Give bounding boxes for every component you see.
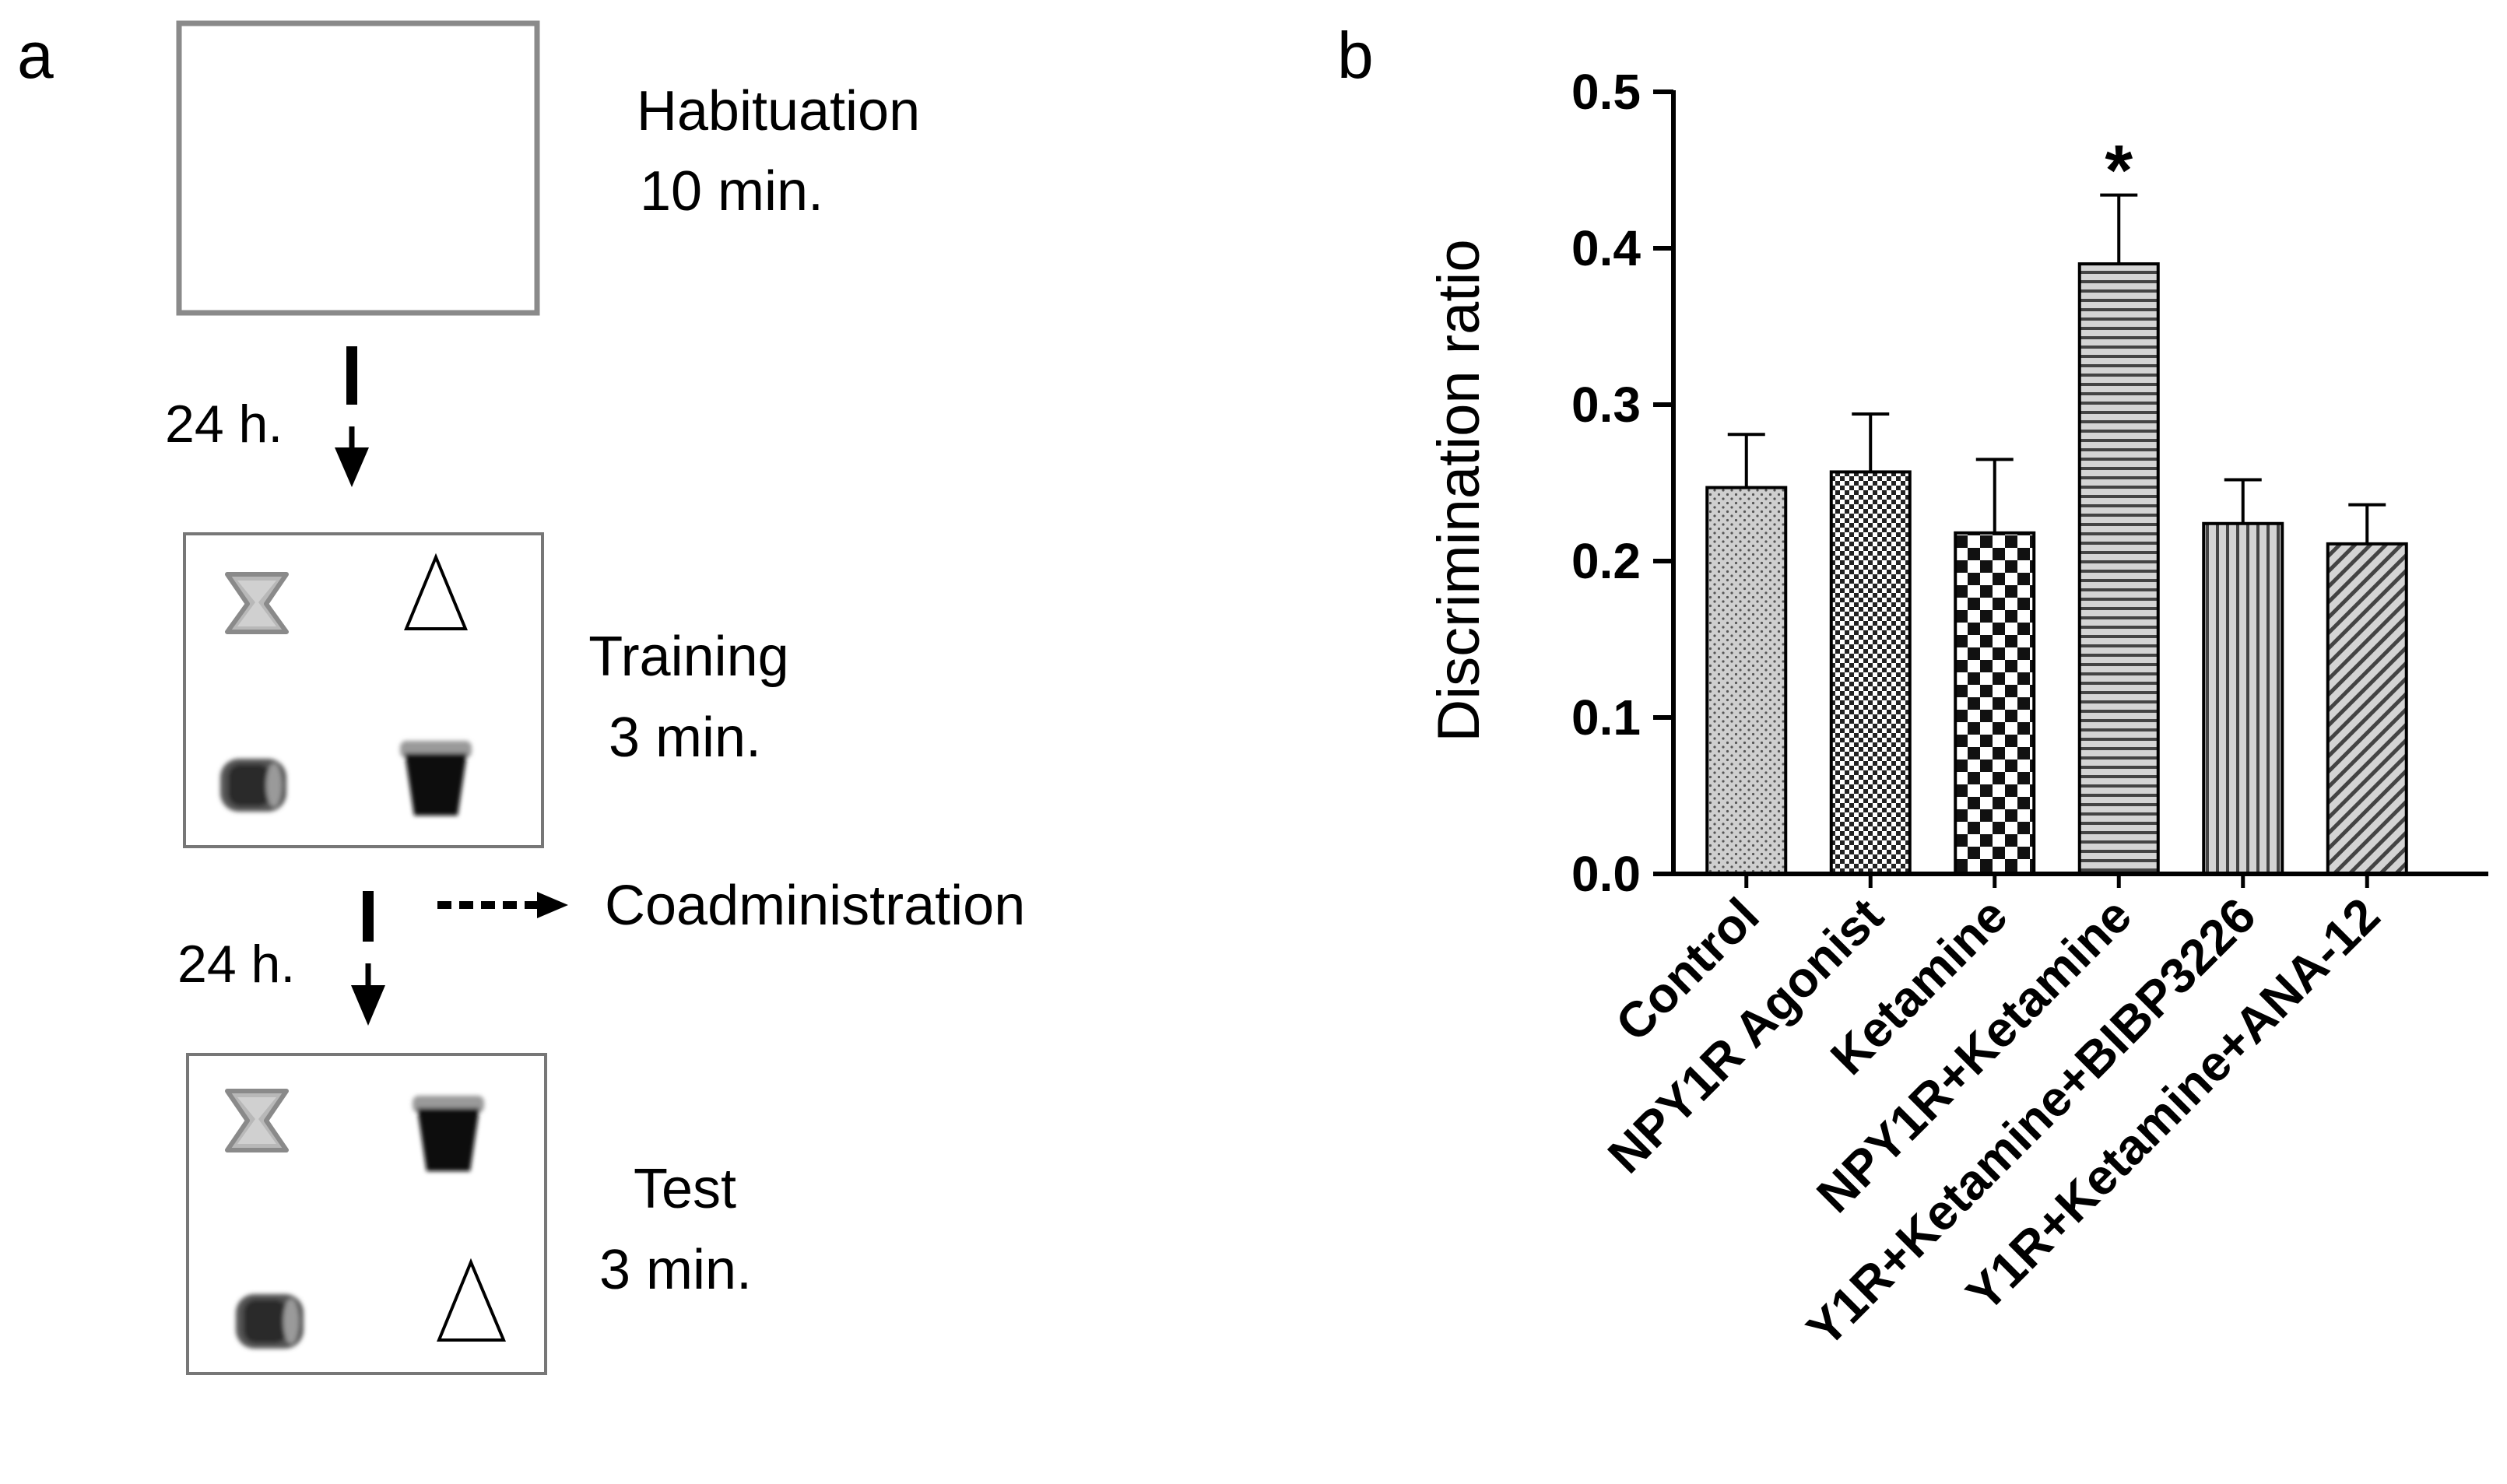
y-tick-label: 0.1 [1571, 689, 1641, 746]
panel-b-letter: b [1337, 19, 1374, 92]
training-cup-object [400, 741, 472, 816]
training-title: Training [588, 626, 788, 688]
bar [1954, 531, 2036, 875]
y-axis-label: Discrimination ratio [1426, 239, 1492, 742]
habituation-duration: 10 min. [640, 160, 823, 223]
bar [1829, 470, 1912, 875]
training-hourglass-object [225, 572, 289, 634]
habituation-arena [176, 20, 540, 316]
habituation-title: Habituation [637, 80, 920, 142]
y-tick-label: 0.4 [1571, 220, 1641, 276]
y-tick-label: 0.5 [1571, 64, 1641, 120]
interval-arrow-1 [335, 346, 369, 487]
test-triangle-object [437, 1258, 507, 1342]
training-triangle-object [404, 553, 468, 630]
panel-a-letter: a [17, 19, 54, 92]
test-cup-object [413, 1096, 484, 1171]
training-duration: 3 min. [609, 707, 761, 769]
test-title: Test [634, 1158, 736, 1220]
coadministration-arrow [437, 892, 568, 918]
significance-marker: * [2105, 132, 2133, 211]
interval-2-label: 24 h. [177, 935, 295, 994]
interval-1-label: 24 h. [165, 395, 283, 454]
bar [1705, 486, 1788, 876]
training-cylinder-object [220, 759, 286, 812]
bar [2077, 262, 2160, 876]
interval-arrow-2 [351, 891, 385, 1026]
test-cylinder-object [236, 1294, 304, 1349]
y-tick-label: 0.0 [1571, 846, 1641, 902]
y-tick-label: 0.2 [1571, 533, 1641, 589]
y-tick-label: 0.3 [1571, 377, 1641, 433]
test-duration: 3 min. [599, 1239, 752, 1301]
coadministration-label: Coadministration [605, 875, 1025, 937]
test-hourglass-object [225, 1089, 289, 1152]
bar [2326, 542, 2408, 875]
bar [2202, 521, 2284, 875]
